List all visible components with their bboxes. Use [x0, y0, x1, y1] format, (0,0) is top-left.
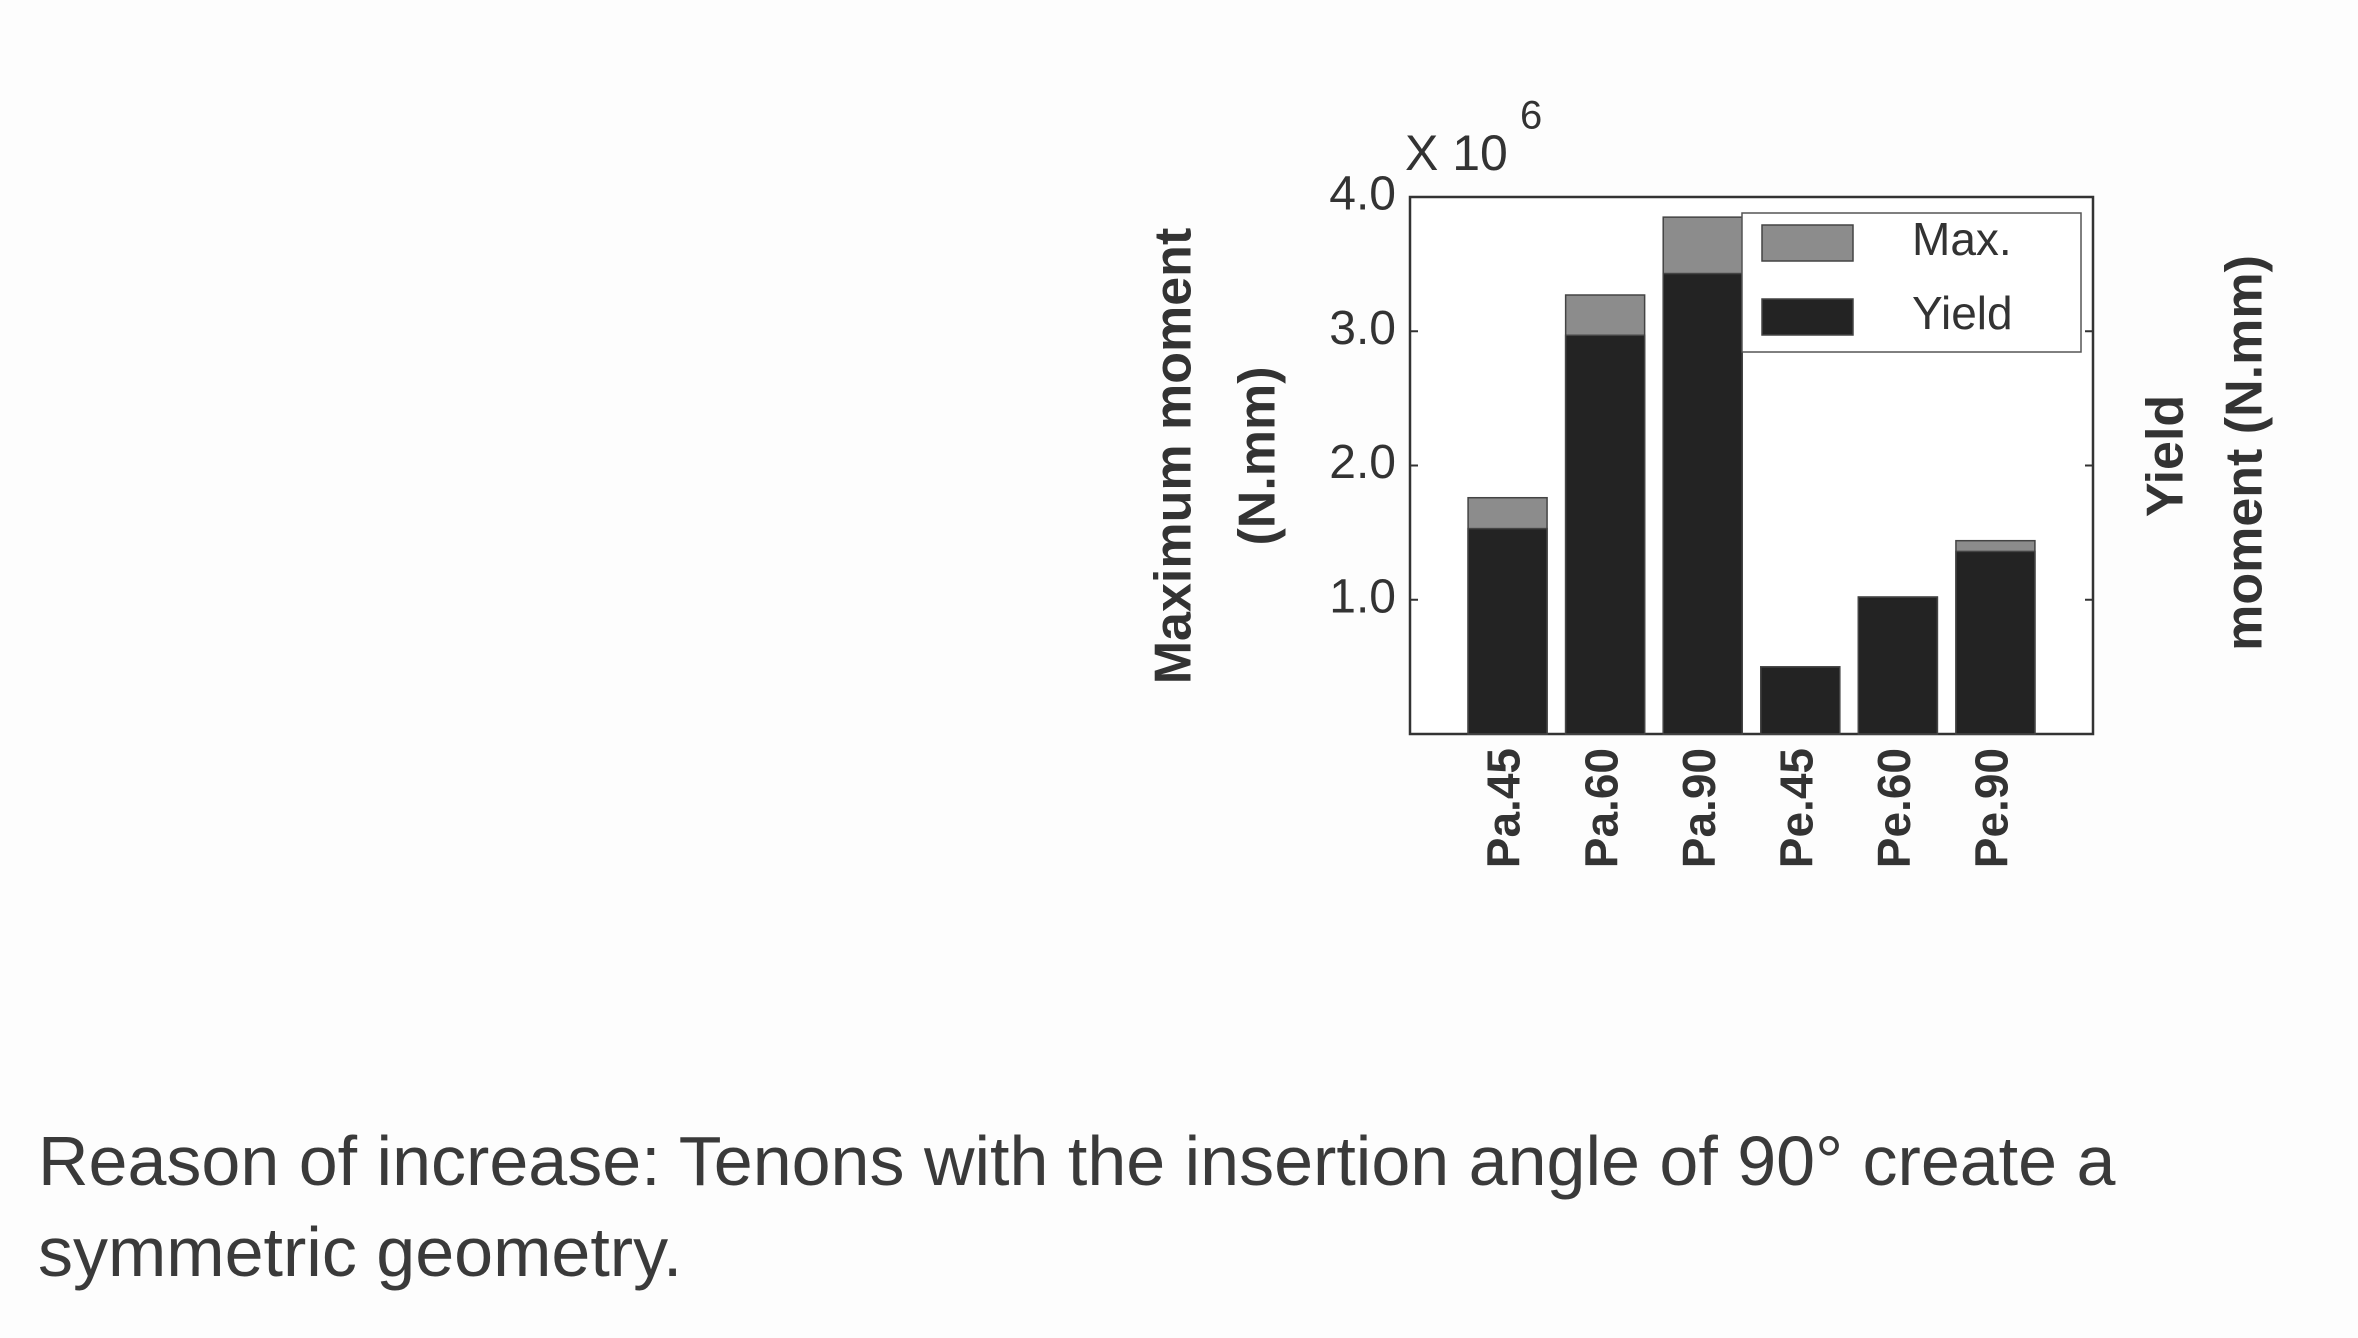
legend-label: Yield [1912, 287, 2013, 339]
x-tick-label: Pa.90 [1673, 748, 1725, 868]
axis-multiplier: X 10 [1405, 125, 1508, 181]
legend-label: Max. [1912, 213, 2012, 265]
y2-axis-label: Yield [2137, 395, 2195, 517]
x-tick-label: Pe.90 [1966, 748, 2018, 868]
y-axis-label: (N.mm) [1229, 366, 1287, 545]
y-tick-label: 1.0 [1329, 570, 1396, 623]
y-tick-label: 4.0 [1329, 168, 1396, 221]
x-tick-label: Pe.60 [1868, 748, 1920, 868]
x-tick-label: Pe.45 [1770, 748, 1822, 868]
bar [1955, 550, 2036, 735]
caption-line: Reason of increase: Tenons with the inse… [38, 1122, 2116, 1200]
y-tick-label: 2.0 [1329, 436, 1396, 489]
y-tick-label: 3.0 [1329, 302, 1396, 355]
bar [1662, 272, 1743, 735]
y-axis-label: Maximum moment [1145, 228, 1203, 685]
legend-swatch [1761, 224, 1854, 262]
bar [1760, 666, 1841, 735]
axis-multiplier-exponent: 6 [1520, 94, 1542, 138]
y2-axis-label: moment (N.mm) [2216, 255, 2274, 651]
legend-swatch [1761, 298, 1854, 336]
bar [1467, 527, 1548, 735]
x-tick-label: Pa.60 [1575, 748, 1627, 868]
x-tick-label: Pa.45 [1478, 748, 1530, 868]
caption-line: symmetric geometry. [38, 1213, 682, 1291]
bar [1857, 596, 1939, 735]
bar [1564, 334, 1646, 735]
